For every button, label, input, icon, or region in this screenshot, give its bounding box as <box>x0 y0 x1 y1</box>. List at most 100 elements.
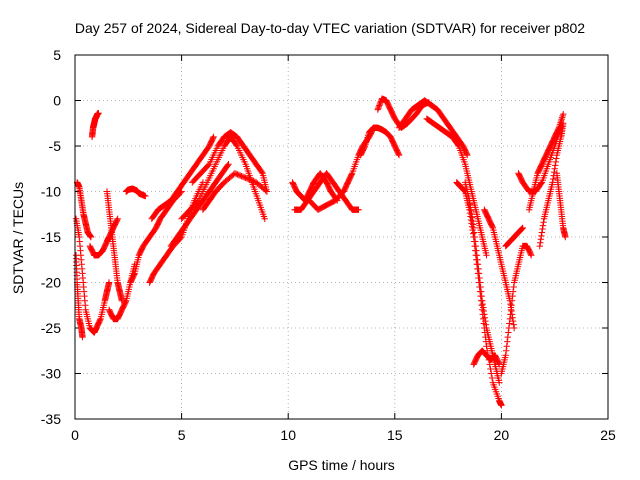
data-point <box>482 338 490 345</box>
series-track-z <box>481 206 518 332</box>
series-track-aa <box>498 242 535 377</box>
data-point <box>560 120 567 127</box>
data-point <box>224 162 231 169</box>
data-point <box>261 215 268 222</box>
data-point <box>247 176 255 184</box>
data-point <box>483 252 490 259</box>
data-point <box>551 165 558 172</box>
data-point <box>505 324 513 332</box>
data-point <box>476 283 483 291</box>
data-point <box>245 175 252 183</box>
series-track-o <box>199 170 271 213</box>
data-point <box>549 175 557 183</box>
x-axis-label: GPS time / hours <box>288 457 395 473</box>
data-point <box>461 187 468 195</box>
data-point <box>481 324 488 332</box>
data-point <box>504 338 511 345</box>
data-point <box>508 307 515 315</box>
data-point <box>475 279 483 286</box>
data-point <box>506 320 513 327</box>
data-point <box>552 158 559 166</box>
data-point <box>537 236 545 243</box>
data-point <box>471 238 478 245</box>
data-points <box>72 95 569 409</box>
data-point <box>474 265 481 273</box>
data-point <box>238 172 245 180</box>
series-track-f <box>103 188 126 304</box>
data-point <box>480 307 488 315</box>
data-point <box>558 114 566 121</box>
series-track-ab <box>502 224 526 250</box>
data-point <box>478 302 485 309</box>
series-track-m <box>178 133 268 222</box>
data-point <box>376 100 384 108</box>
data-point <box>474 270 482 277</box>
data-point <box>475 274 482 282</box>
y-tick-label: -35 <box>41 411 61 427</box>
data-point <box>509 314 516 321</box>
data-point <box>560 110 567 118</box>
data-point <box>482 333 489 341</box>
data-point <box>510 283 517 291</box>
data-point <box>231 170 239 177</box>
series-track-t <box>374 95 433 131</box>
data-point <box>508 302 515 309</box>
data-point <box>509 292 516 300</box>
data-point <box>95 110 102 117</box>
data-point <box>477 292 484 300</box>
x-tick-label: 15 <box>387 427 403 443</box>
data-point <box>468 220 475 227</box>
data-point <box>375 105 382 112</box>
series-track-u <box>395 97 471 159</box>
data-point <box>498 402 505 409</box>
data-point <box>225 161 232 168</box>
data-point <box>460 187 468 194</box>
axis-ticks: 0 5 10 15 20 25 5 0 -5 -10 -15 -20 -25 -30 -35 <box>41 47 616 443</box>
data-point <box>562 233 569 241</box>
data-point <box>249 177 256 184</box>
data-point <box>539 225 546 233</box>
data-point <box>235 171 243 179</box>
series-track-l <box>167 161 232 250</box>
data-point <box>480 320 488 327</box>
data-point <box>483 343 490 350</box>
data-point <box>376 102 383 109</box>
data-point <box>470 233 477 241</box>
series-track-s <box>357 124 403 159</box>
data-point <box>503 343 510 350</box>
data-point <box>194 198 201 205</box>
data-point <box>472 247 479 254</box>
data-point <box>505 329 512 336</box>
series-track-ae <box>536 120 567 250</box>
y-tick-label: -30 <box>41 366 61 382</box>
y-tick-label: 0 <box>53 93 61 109</box>
series-track-v <box>423 115 490 259</box>
data-point <box>209 134 217 142</box>
data-point <box>374 106 381 113</box>
data-point <box>142 192 149 200</box>
data-point <box>488 374 496 382</box>
grid <box>75 55 608 419</box>
x-tick-label: 0 <box>71 427 79 443</box>
data-point <box>79 333 86 341</box>
data-point <box>377 99 384 106</box>
data-point <box>510 321 517 328</box>
data-point <box>477 297 485 304</box>
data-point <box>536 242 543 250</box>
data-point <box>540 219 547 226</box>
series-track-h <box>122 185 149 200</box>
data-point <box>528 252 535 259</box>
data-point <box>467 213 474 220</box>
data-point <box>504 333 511 341</box>
data-point <box>553 155 560 162</box>
x-tick-label: 20 <box>494 427 510 443</box>
chart-title: Day 257 of 2024, Sidereal Day-to-day VTE… <box>74 20 586 36</box>
y-tick-label: -15 <box>41 229 61 245</box>
data-point <box>122 298 129 306</box>
data-point <box>507 306 515 313</box>
data-point <box>466 209 474 217</box>
data-point <box>113 216 121 224</box>
data-point <box>496 379 503 386</box>
plot-frame <box>74 54 609 420</box>
